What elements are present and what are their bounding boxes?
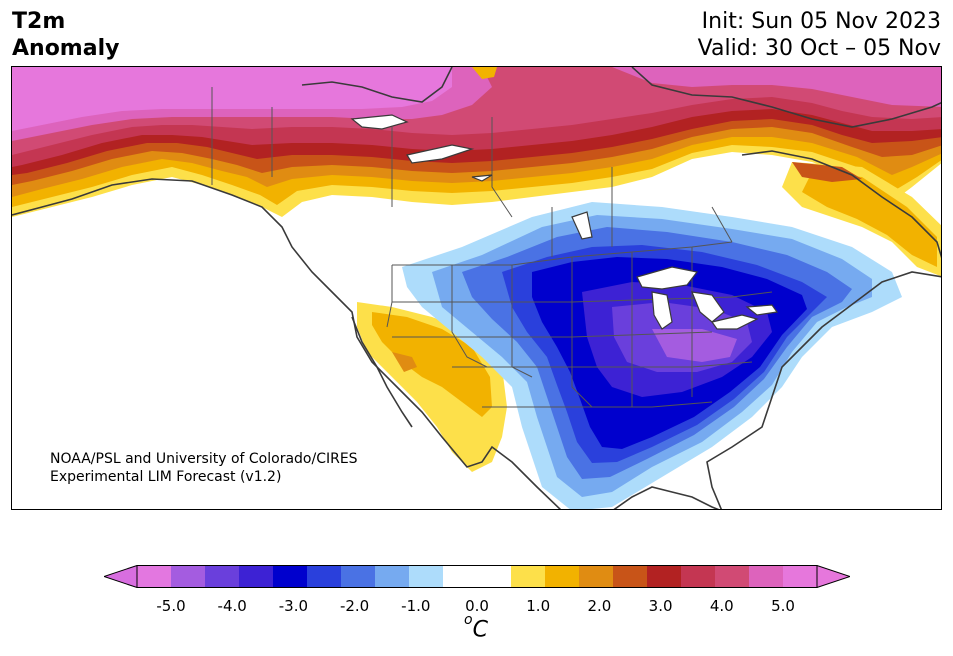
colorbar-tick-label: 5.0 xyxy=(771,597,795,615)
colorbar-cell xyxy=(375,565,410,588)
colorbar-cell xyxy=(715,565,750,588)
colorbar-cell xyxy=(477,565,512,588)
unit-letter: C xyxy=(472,617,488,643)
colorbar-tick-label: -3.0 xyxy=(278,597,309,615)
colorbar-cell xyxy=(783,565,818,588)
colorbar-cell xyxy=(613,565,648,588)
colorbar-tick-label: 2.0 xyxy=(587,597,612,615)
cold-anomaly-east xyxy=(402,202,902,509)
colorbar-cell xyxy=(579,565,614,588)
credit-line-2: Experimental LIM Forecast (v1.2) xyxy=(50,469,282,485)
title-line-1: T2m xyxy=(12,9,66,34)
colorbar-tick-label: -1.0 xyxy=(401,597,431,615)
init-date: Init: Sun 05 Nov 2023 xyxy=(701,9,941,34)
colorbar-cell xyxy=(205,565,240,588)
colorbar-cell xyxy=(341,565,376,588)
colorbar xyxy=(104,565,850,588)
colorbar-tick-label: 3.0 xyxy=(648,597,673,615)
colorbar-tick-label: 1.0 xyxy=(526,597,551,615)
warm-anomaly-canada xyxy=(12,67,941,217)
unit-degree: o xyxy=(464,612,473,628)
title-line-2: Anomaly xyxy=(12,36,120,61)
colorbar-cell xyxy=(681,565,716,588)
colorbar-cell xyxy=(137,565,172,588)
lakes xyxy=(350,114,779,330)
colorbar-cell xyxy=(749,565,784,588)
anomaly-map: NOAA/PSL and University of Colorado/CIRE… xyxy=(11,66,942,510)
colorbar-cell xyxy=(273,565,308,588)
coastlines xyxy=(12,67,941,509)
colorbar-cell xyxy=(307,565,342,588)
colorbar-tick-label: -5.0 xyxy=(156,597,186,615)
colorbar-cell xyxy=(647,565,682,588)
warm-anomaly-atlantic-canada xyxy=(782,162,941,277)
colorbar-cell xyxy=(545,565,580,588)
colorbar-cell xyxy=(409,565,444,588)
map-title: T2m Anomaly xyxy=(12,8,119,62)
colorbar-under-extension xyxy=(104,565,138,588)
colorbar-unit: oC xyxy=(464,612,488,643)
colorbar-over-extension xyxy=(816,565,850,588)
colorbar-cell xyxy=(239,565,274,588)
colorbar-tick-label: 0.0 xyxy=(465,597,489,615)
colorbar-cells xyxy=(137,565,818,588)
colorbar-ticks: -5.0 -4.0 -3.0 -2.0 -1.0 0.0 1.0 2.0 3.0 4.0 5.0 xyxy=(0,597,953,617)
political-borders xyxy=(211,87,773,408)
credit-text: NOAA/PSL and University of Colorado/CIRE… xyxy=(50,450,358,486)
colorbar-tick-label: -2.0 xyxy=(339,597,370,615)
colorbar-cell xyxy=(443,565,478,588)
valid-dates: Valid: 30 Oct – 05 Nov xyxy=(697,36,941,61)
map-canvas xyxy=(12,67,941,509)
colorbar-cell xyxy=(171,565,206,588)
colorbar-tick-label: 4.0 xyxy=(709,597,734,615)
colorbar-outline xyxy=(136,565,818,588)
date-info: Init: Sun 05 Nov 2023 Valid: 30 Oct – 05… xyxy=(698,8,941,62)
colorbar-cell xyxy=(511,565,546,588)
credit-line-1: NOAA/PSL and University of Colorado/CIRE… xyxy=(50,451,358,467)
colorbar-tick-label: -4.0 xyxy=(217,597,247,615)
